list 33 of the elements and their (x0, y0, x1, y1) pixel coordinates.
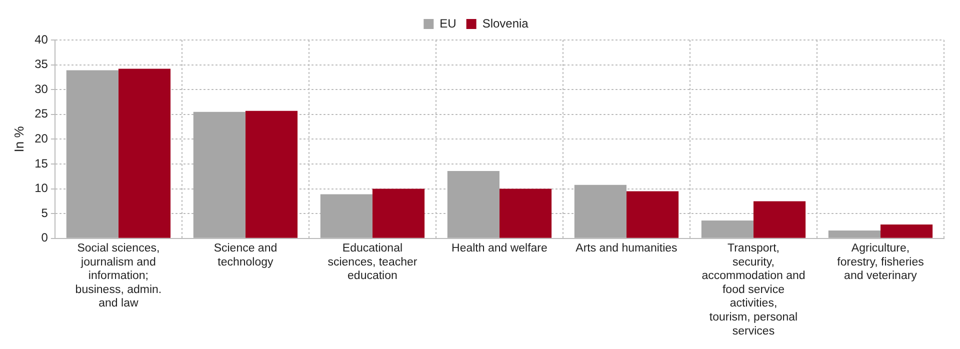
y-tick-label: 20 (34, 132, 48, 146)
y-tick-label: 30 (34, 82, 48, 96)
y-tick-label: 40 (34, 32, 48, 46)
x-tick-label: Science and technology (214, 242, 278, 268)
y-tick-label: 15 (34, 156, 48, 170)
bar (499, 188, 552, 238)
bar (372, 188, 425, 238)
legend-label: Slovenia (482, 16, 529, 30)
bar (626, 191, 679, 238)
x-tick-label: Agriculture, forestry, fisheries and veterinary (837, 242, 924, 282)
x-tick-label: Health and welfare (452, 242, 548, 254)
x-tick-label: Transport, security, accommodation and food service activities, tourism, personal services (702, 242, 806, 338)
y-axis-title: In % (11, 126, 26, 152)
y-tick-label: 25 (34, 106, 48, 121)
y-tick-label: 10 (34, 181, 48, 196)
bar (320, 194, 372, 238)
bar (701, 220, 754, 238)
bar (66, 70, 118, 238)
bar (828, 230, 880, 238)
bar (245, 110, 298, 238)
bar (574, 184, 626, 238)
bar (880, 224, 933, 238)
x-tick-label: Arts and humanities (576, 242, 678, 254)
bar (447, 170, 500, 238)
legend-label: EU (440, 16, 456, 30)
y-tick-label: 35 (34, 57, 48, 72)
x-tick-label: Educational sciences, teacher education (328, 242, 418, 282)
bar (753, 201, 806, 238)
x-tick-label: Social sciences, journalism and information; business, admin. and law (75, 242, 162, 310)
bar (193, 112, 246, 238)
y-tick-label: 0 (41, 230, 48, 245)
bar (118, 68, 171, 238)
y-tick-label: 5 (41, 206, 48, 220)
